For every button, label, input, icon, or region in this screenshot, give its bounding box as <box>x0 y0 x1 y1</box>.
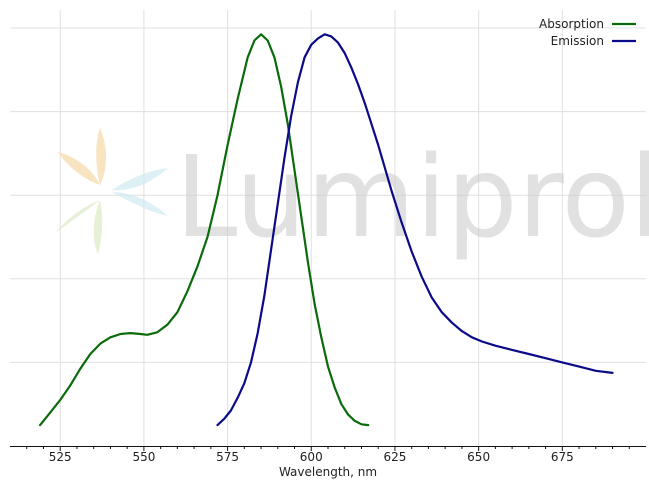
legend-label-emission: Emission <box>551 34 604 48</box>
watermark-text: Lumiprobe <box>175 133 649 263</box>
lumiprobe-watermark: Lumiprobe <box>56 128 649 263</box>
x-tick-label: 675 <box>551 450 574 464</box>
legend: Absorption Emission <box>539 17 636 48</box>
x-tick-label: 650 <box>467 450 490 464</box>
x-tick-label: 625 <box>383 450 406 464</box>
series-group <box>39 33 614 427</box>
grid-lines <box>10 10 646 446</box>
x-tick-label: 550 <box>132 450 155 464</box>
x-ticks: 525 550 575 600 625 650 675 <box>26 446 630 464</box>
watermark-logo-icon <box>56 128 168 254</box>
x-tick-label: 600 <box>300 450 323 464</box>
x-axis-title: Wavelength, nm <box>279 465 377 479</box>
legend-label-absorption: Absorption <box>539 17 604 31</box>
x-tick-label: 525 <box>49 450 72 464</box>
series-line-absorption <box>39 33 370 427</box>
series-line-emission <box>216 33 614 427</box>
x-tick-label: 575 <box>216 450 239 464</box>
